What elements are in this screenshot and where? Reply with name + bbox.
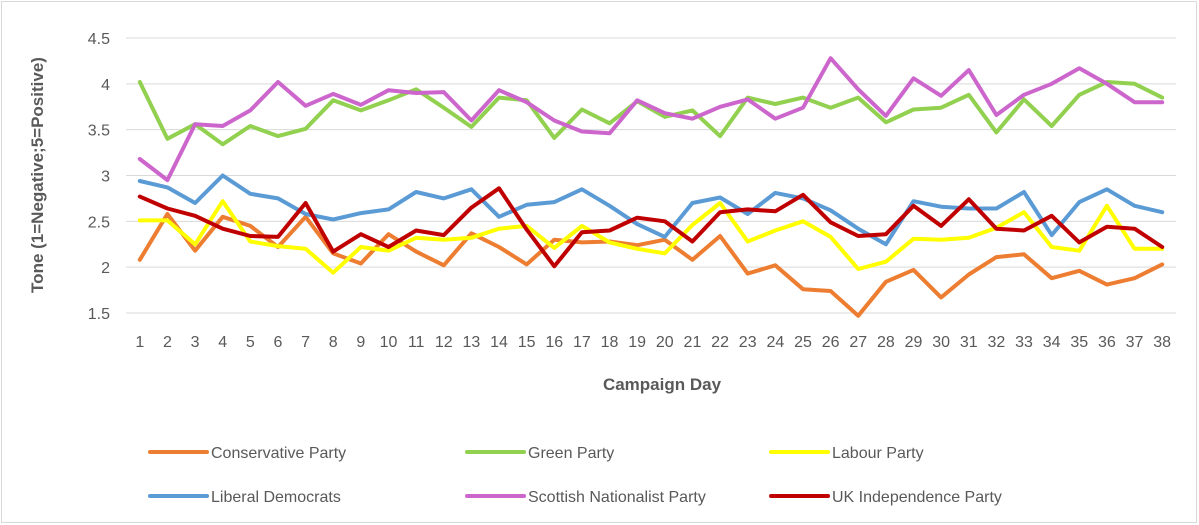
series-line-scottish-nationalist-party: [137, 56, 1165, 183]
series-lines: [137, 56, 1165, 318]
x-tick-label: 3: [191, 334, 200, 351]
y-tick-label: 3: [101, 169, 110, 186]
x-tick-label: 15: [518, 334, 536, 351]
x-tick-label: 9: [356, 334, 365, 351]
x-tick-label: 11: [408, 334, 425, 351]
x-tick-label: 14: [490, 334, 508, 351]
x-tick-label: 16: [545, 334, 563, 351]
y-axis-title: Tone (1=Negative;5=Positive): [28, 57, 47, 293]
x-tick-label: 32: [987, 334, 1005, 351]
x-tick-label: 8: [329, 334, 338, 351]
legend-label: Green Party: [528, 445, 614, 462]
x-tick-label: 33: [1015, 334, 1033, 351]
x-tick-label: 2: [163, 334, 172, 351]
series-line-conservative-party: [137, 212, 1165, 318]
legend-label: Liberal Democrats: [211, 489, 341, 506]
x-tick-label: 19: [628, 334, 646, 351]
x-tick-label: 20: [656, 334, 674, 351]
x-tick-label: 7: [301, 334, 310, 351]
x-tick-label: 28: [877, 334, 895, 351]
x-tick-label: 10: [380, 334, 398, 351]
x-tick-label: 31: [960, 334, 978, 351]
x-tick-label: 5: [246, 334, 255, 351]
series-line-green-party: [137, 80, 1165, 147]
y-tick-label: 4: [101, 77, 110, 94]
x-axis-title: Campaign Day: [603, 375, 722, 394]
y-axis-ticks: 1.5 2 2.5 3 3.5 4 4.5: [88, 31, 110, 323]
x-tick-label: 38: [1153, 334, 1171, 351]
x-tick-label: 29: [905, 334, 923, 351]
legend-label: UK Independence Party: [832, 489, 1002, 506]
legend-label: Conservative Party: [211, 445, 346, 462]
y-tick-label: 2: [101, 260, 110, 277]
series-line-liberal-democrats: [137, 173, 1165, 247]
x-tick-label: 37: [1126, 334, 1144, 351]
x-tick-label: 17: [573, 334, 591, 351]
x-tick-label: 4: [218, 334, 227, 351]
legend-label: Scottish Nationalist Party: [528, 489, 706, 506]
x-tick-label: 30: [932, 334, 950, 351]
series-line-uk-independence-party: [137, 186, 1165, 269]
y-tick-label: 4.5: [88, 31, 110, 48]
x-tick-label: 35: [1070, 334, 1088, 351]
x-tick-label: 1: [135, 334, 144, 351]
x-tick-label: 22: [711, 334, 729, 351]
x-tick-label: 26: [822, 334, 840, 351]
gridlines: [126, 37, 1176, 314]
y-tick-label: 2.5: [88, 214, 110, 231]
x-tick-label: 23: [739, 334, 757, 351]
series-line-labour-party: [137, 199, 1165, 275]
x-tick-label: 27: [849, 334, 867, 351]
x-tick-label: 18: [601, 334, 619, 351]
x-tick-label: 36: [1098, 334, 1116, 351]
x-tick-label: 12: [435, 334, 453, 351]
x-axis-ticks: 1 2 3 4 5 6 7 8 9 10 11 12 13 14 15 16 17 18 19 20 21 22 23 24 2…: [135, 334, 1171, 351]
x-tick-label: 6: [274, 334, 283, 351]
x-tick-label: 21: [684, 334, 702, 351]
legend-label: Labour Party: [832, 445, 924, 462]
x-tick-label: 25: [794, 334, 812, 351]
x-tick-label: 34: [1043, 334, 1061, 351]
x-tick-label: 13: [462, 334, 480, 351]
y-tick-label: 1.5: [88, 306, 110, 323]
legend: Conservative Party Green Party Labour Part…: [148, 445, 1002, 506]
x-tick-label: 24: [766, 334, 784, 351]
y-tick-label: 3.5: [88, 123, 110, 140]
